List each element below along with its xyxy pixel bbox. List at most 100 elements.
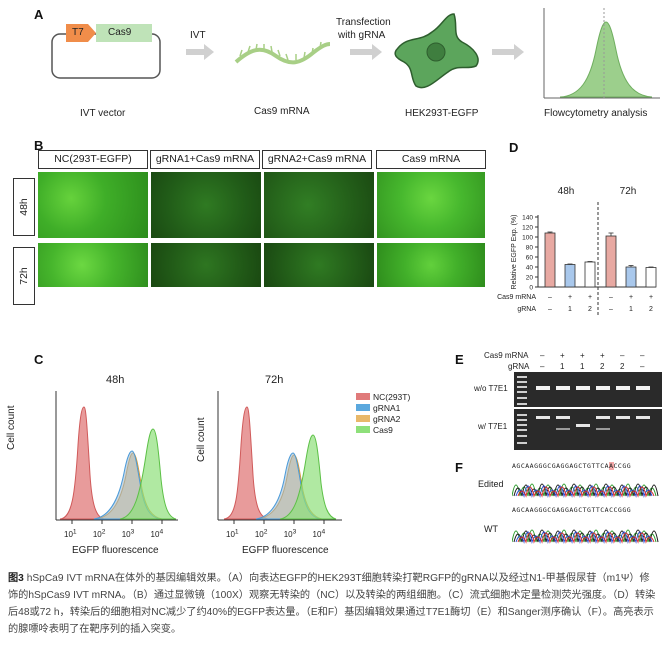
tick-48-2: 102 xyxy=(92,528,106,539)
col-header-grna1: gRNA1+Cas9 mRNA xyxy=(150,150,260,169)
panel-a-illustration xyxy=(51,8,660,99)
tick-72-1: 101 xyxy=(226,528,239,539)
micrograph-72h-grna1 xyxy=(151,243,261,287)
t7-promoter-shape xyxy=(66,24,96,42)
cas9-sign-3: + xyxy=(588,294,592,301)
tick-48-1: 101 xyxy=(64,528,77,539)
grna-sign-1: – xyxy=(548,306,552,313)
y-tick-label: 140 xyxy=(522,215,533,222)
micrograph-72h-grna2 xyxy=(264,243,374,287)
panel-label-d: D xyxy=(509,140,519,155)
legend-cas9: Cas9 xyxy=(356,425,410,436)
caption-fig-number: 图3 xyxy=(8,573,24,584)
flow-ticks-72h: 101 102 103 104 xyxy=(226,528,325,539)
y-tick-label: 20 xyxy=(526,275,534,282)
cas9-sign-2: + xyxy=(568,294,572,301)
edited-sequence: AGCAAGGGCGAGGAGCTGTTCAACCGG xyxy=(512,462,632,470)
legend-grna2: gRNA2 xyxy=(356,414,410,425)
flow-legend: NC(293T) gRNA1 gRNA2 Cas9 xyxy=(356,392,410,436)
y-tick-label: 120 xyxy=(522,225,533,232)
cas9-gene-box xyxy=(96,24,152,42)
flow-label: Flowcytometry analysis xyxy=(544,108,648,119)
arrow-3 xyxy=(492,44,524,60)
mrna-bases xyxy=(239,41,322,61)
gel-signs-cas9: – + + + – – xyxy=(540,351,645,360)
flow-histogram-72h xyxy=(217,391,342,524)
flow-ylabel-72h: Cell count xyxy=(196,417,207,462)
micrograph-72h-nc xyxy=(38,243,148,287)
gel-image xyxy=(514,372,662,450)
flow-peak xyxy=(559,21,653,98)
legend-swatch-grna1 xyxy=(356,404,370,411)
tick-72-3: 103 xyxy=(283,528,297,539)
grna-sign-6: 2 xyxy=(649,306,653,313)
panel-label-c: C xyxy=(34,352,44,367)
cas9-sign-4: – xyxy=(609,294,613,301)
col-header-cas9: Cas9 mRNA xyxy=(376,150,486,169)
egfp-bar-chart: 0 20 40 60 80 100 120 140 Relative EGFP Exp. (%)… xyxy=(497,186,657,317)
cas9-sign-1: – xyxy=(548,294,552,301)
tick-48-4: 104 xyxy=(150,528,164,539)
bar-4 xyxy=(605,235,617,288)
gel-header-grna: gRNA xyxy=(508,362,530,371)
tick-72-4: 104 xyxy=(312,528,326,539)
wt-chromatogram xyxy=(512,529,659,544)
legend-nc: NC(293T) xyxy=(356,392,410,403)
bar-3 xyxy=(584,261,596,288)
caption-text: hSpCa9 IVT mRNA在体外的基因编辑效果。（A）向表达EGFP的HEK… xyxy=(8,573,656,635)
legend-swatch-nc xyxy=(356,393,370,400)
hist-cas9-72h xyxy=(279,434,337,520)
wt-label: WT xyxy=(484,524,498,534)
grna-sign-3: 2 xyxy=(588,306,592,313)
t7-label: T7 xyxy=(72,27,84,38)
panel-label-e: E xyxy=(455,352,464,367)
tick-48-3: 103 xyxy=(121,528,135,539)
micrograph-48h-nc xyxy=(38,172,148,238)
cas9-label: Cas9 xyxy=(108,27,132,38)
micrograph-48h-grna1 xyxy=(151,172,261,238)
gel-row-label-1: w/o T7E1 xyxy=(474,384,508,393)
micrograph-48h-grna2 xyxy=(264,172,374,238)
flow-title-72h: 72h xyxy=(265,374,284,386)
row-label-48h: 48h xyxy=(18,198,30,216)
flow-xlabel-72h: EGFP fluorescence xyxy=(242,545,329,556)
row-label-grna: gRNA xyxy=(517,306,536,313)
y-tick-label: 40 xyxy=(526,265,534,272)
y-tick-label: 80 xyxy=(526,245,534,252)
wt-sequence: AGCAAGGGCGAGGAGCTGTTCACCGGG xyxy=(512,506,632,514)
edited-chromatogram xyxy=(512,483,659,498)
hist-nc-48h xyxy=(59,406,105,520)
legend-swatch-grna2 xyxy=(356,415,370,422)
panel-label-b: B xyxy=(34,138,44,153)
ivt-label: IVT xyxy=(190,30,206,41)
flow-ticks-48h: 101 102 103 104 xyxy=(64,528,163,539)
flow-histogram-48h xyxy=(55,391,178,524)
transfection-label-1: Transfection xyxy=(336,17,391,28)
row-header-48h: 48h xyxy=(13,178,35,236)
cell-nucleus xyxy=(426,42,446,62)
panel-label-f: F xyxy=(455,460,463,475)
panel-label-a: A xyxy=(34,7,44,22)
cas9-sign-5: + xyxy=(629,294,633,301)
flow-title-48h: 48h xyxy=(106,374,125,386)
arrow-1 xyxy=(186,44,214,60)
col-header-grna2: gRNA2+Cas9 mRNA xyxy=(262,150,372,169)
transfection-label-2: with gRNA xyxy=(338,30,386,41)
edited-insertion-highlight: A xyxy=(609,462,614,470)
legend-grna1: gRNA1 xyxy=(356,403,410,414)
gel-header-cas9: Cas9 mRNA xyxy=(484,351,529,360)
grna-sign-2: 1 xyxy=(568,306,572,313)
y-tick-label: 100 xyxy=(522,235,533,242)
tick-72-2: 102 xyxy=(254,528,268,539)
col-header-nc: NC(293T-EGFP) xyxy=(38,150,148,169)
y-tick-label: 0 xyxy=(529,285,533,292)
gel-signs-grna: –1 1 2 2– xyxy=(540,362,645,371)
hist-cas9-48h xyxy=(119,428,177,520)
bar-1 xyxy=(544,232,556,288)
ivt-vector-label: IVT vector xyxy=(80,108,126,119)
hek-label: HEK293T-EGFP xyxy=(405,108,479,119)
bar-2 xyxy=(564,264,576,288)
y-tick-label: 60 xyxy=(526,255,534,262)
row-label-cas9: Cas9 mRNA xyxy=(497,294,536,301)
grna-sign-4: – xyxy=(609,306,613,313)
